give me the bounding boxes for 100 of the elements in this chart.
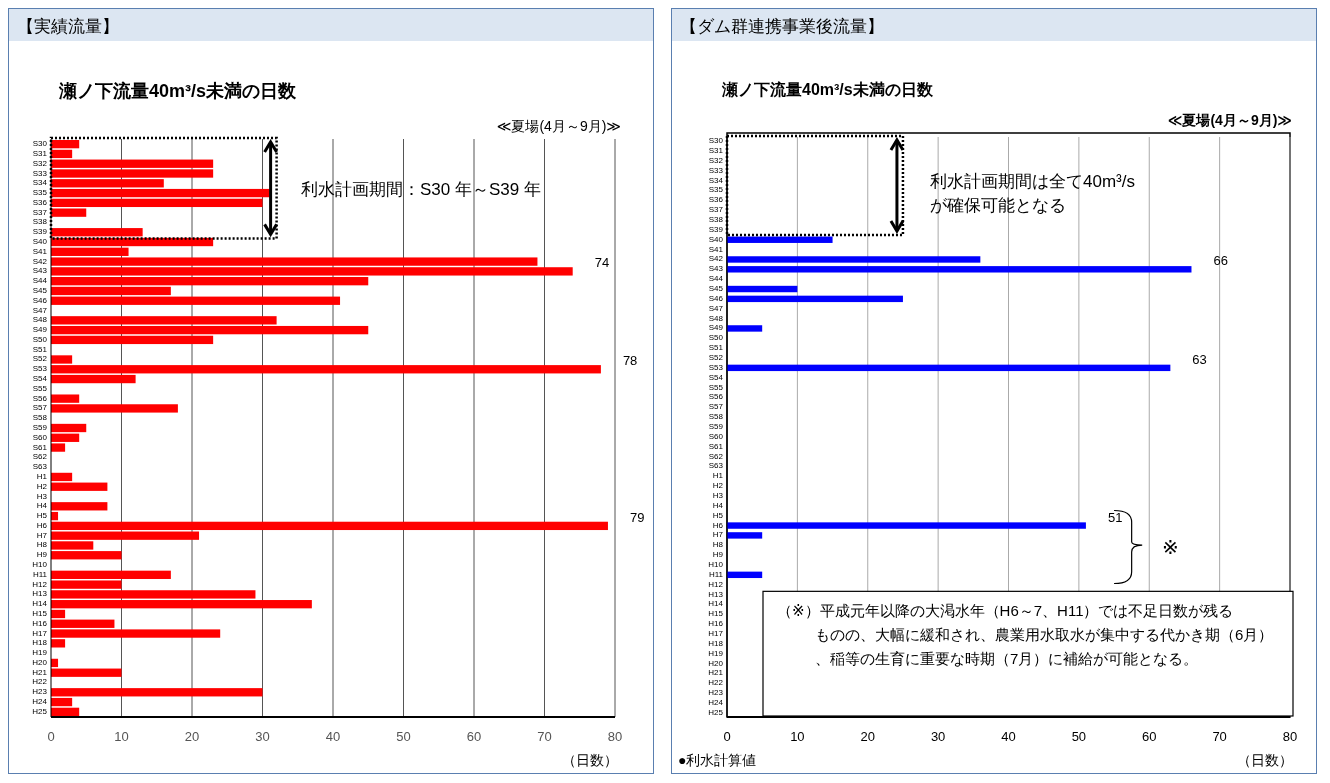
x-tick-label: 30 xyxy=(930,729,946,744)
y-tick-label: S59 xyxy=(32,423,48,432)
y-tick-label: S61 xyxy=(32,442,48,452)
bar xyxy=(51,482,108,491)
data-label: 63 xyxy=(1192,351,1207,367)
x-tick-label: 60 xyxy=(1142,729,1157,744)
y-tick-label: S54 xyxy=(708,372,724,382)
bar xyxy=(51,668,122,677)
annotation: 利水計画期間は全て40m³/sが確保可能となる xyxy=(930,172,1135,215)
y-tick-label: H18 xyxy=(708,638,724,648)
y-tick-label: S46 xyxy=(708,293,724,303)
y-tick-label: H14 xyxy=(708,599,724,609)
y-tick-label: S56 xyxy=(708,392,724,402)
y-tick-label: S61 xyxy=(708,441,724,451)
y-tick-label: S60 xyxy=(708,431,724,441)
annotation: （※）平成元年以降の大渇水年（H6～7、H11）では不足日数が残るものの、大幅に緩和され、農業用水取水が集中する代かき期（6月）、稲等の生育に重要な時期（7月）に補給が可能となる。 xyxy=(777,602,1274,668)
y-tick-label: H25 xyxy=(32,706,48,716)
y-tick-label: H7 xyxy=(36,530,48,540)
x-tick-label: 70 xyxy=(537,729,552,744)
bar xyxy=(51,325,369,335)
x-axis-title: （日数） xyxy=(562,752,618,768)
y-tick-label: S57 xyxy=(708,402,724,412)
y-tick-label: S34 xyxy=(32,178,48,188)
x-tick-label: 60 xyxy=(466,729,482,744)
x-tick-label: 10 xyxy=(114,729,129,744)
data-label: 78 xyxy=(622,353,638,369)
bar xyxy=(51,423,87,433)
bar xyxy=(727,571,763,579)
y-tick-label: H17 xyxy=(32,628,48,638)
y-tick-label: H23 xyxy=(708,688,724,698)
x-tick-label: 50 xyxy=(1071,729,1087,744)
y-tick-label: S55 xyxy=(708,382,724,392)
y-tick-label: S46 xyxy=(32,295,48,305)
y-tick-label: H2 xyxy=(712,481,724,491)
y-tick-label: S34 xyxy=(708,175,724,185)
y-tick-label: H9 xyxy=(36,550,48,560)
y-tick-label: H2 xyxy=(36,481,48,491)
annotation: ※ xyxy=(1161,536,1179,559)
y-tick-label: S33 xyxy=(708,165,724,175)
y-tick-label: S62 xyxy=(708,451,724,461)
y-tick-label: H15 xyxy=(32,608,48,618)
bar xyxy=(51,139,80,149)
y-tick-label: H9 xyxy=(712,550,724,560)
y-tick-label: H5 xyxy=(712,510,724,520)
y-tick-label: S42 xyxy=(708,254,724,264)
y-tick-label: H4 xyxy=(712,500,724,510)
y-tick-label: S31 xyxy=(708,146,724,156)
data-label: 79 xyxy=(629,509,645,525)
y-tick-label: S49 xyxy=(32,325,48,335)
y-tick-label: S30 xyxy=(708,136,724,146)
x-tick-label: 80 xyxy=(1282,729,1298,744)
y-tick-label: S58 xyxy=(708,412,724,422)
bar xyxy=(727,295,903,303)
x-tick-label: 0 xyxy=(47,729,55,744)
bar xyxy=(51,688,263,697)
y-tick-label: S58 xyxy=(32,413,48,423)
y-tick-label: H13 xyxy=(32,589,48,599)
y-tick-label: S41 xyxy=(708,244,724,254)
y-tick-label: S40 xyxy=(708,234,724,244)
y-tick-label: H8 xyxy=(36,540,48,550)
bar xyxy=(51,228,143,237)
text: ≪夏場(4月～9月)≫ xyxy=(496,118,621,134)
y-tick-label: H7 xyxy=(712,530,724,540)
bar xyxy=(51,286,171,296)
y-tick-label: S36 xyxy=(32,197,48,207)
y-tick-label: S56 xyxy=(32,393,48,403)
y-tick-label: S36 xyxy=(708,195,724,205)
y-tick-label: S37 xyxy=(32,207,48,217)
y-tick-label: S40 xyxy=(32,237,48,247)
y-tick-label: H10 xyxy=(32,560,48,570)
y-tick-label: S48 xyxy=(708,313,724,323)
y-tick-label: S63 xyxy=(708,461,724,471)
y-tick-label: S50 xyxy=(32,334,48,344)
y-tick-label: S41 xyxy=(32,246,48,256)
y-tick-label: S52 xyxy=(32,354,48,364)
y-tick-label: H20 xyxy=(32,657,48,667)
bar xyxy=(51,374,136,384)
x-tick-label: 20 xyxy=(184,729,200,744)
y-tick-label: S47 xyxy=(32,305,48,315)
data-label: 66 xyxy=(1213,253,1228,269)
chart-title: 瀬ノ下流量40m³/s未満の日数 xyxy=(58,81,298,101)
y-tick-label: S39 xyxy=(708,224,724,234)
y-tick-label: S38 xyxy=(32,217,48,227)
text: 【実績流量】 xyxy=(17,17,119,36)
y-tick-label: H24 xyxy=(708,697,724,707)
y-tick-label: H4 xyxy=(36,501,48,511)
y-tick-label: S44 xyxy=(708,274,724,284)
y-tick-label: H17 xyxy=(708,628,724,638)
y-tick-label: S63 xyxy=(32,462,48,472)
x-axis-title: （日数） xyxy=(1237,752,1293,768)
bar xyxy=(51,502,108,511)
y-tick-label: H8 xyxy=(712,540,724,550)
y-tick-label: S51 xyxy=(32,344,48,354)
chart-title: 瀬ノ下流量40m³/s未満の日数 xyxy=(721,80,934,98)
y-tick-label: S38 xyxy=(708,215,724,225)
y-tick-label: H24 xyxy=(32,697,48,707)
text: ●利水計算値 xyxy=(678,752,757,768)
y-tick-label: S52 xyxy=(708,353,724,363)
y-tick-label: S59 xyxy=(708,422,724,431)
y-tick-label: S30 xyxy=(32,139,48,149)
